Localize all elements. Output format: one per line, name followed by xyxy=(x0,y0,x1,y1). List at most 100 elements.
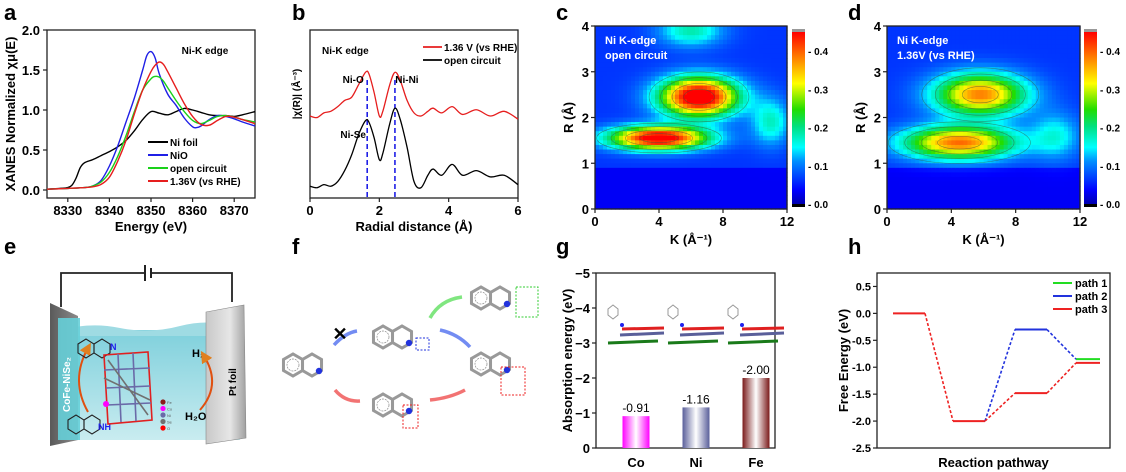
heatmap-cell xyxy=(887,186,892,192)
heatmap-cell xyxy=(723,126,728,132)
heatmap-cell xyxy=(611,94,616,100)
heatmap-cell xyxy=(647,85,652,91)
heatmap-cell xyxy=(699,76,704,82)
heatmap-cell xyxy=(1019,108,1025,114)
heatmap-cell xyxy=(899,67,904,73)
heatmap-cell xyxy=(667,48,672,55)
heatmap-cell xyxy=(727,122,732,128)
heatmap-cell xyxy=(1059,199,1065,206)
heatmap-cell xyxy=(899,122,904,128)
heatmap-cell xyxy=(955,195,960,201)
heatmap-cell xyxy=(763,144,768,151)
heatmap-cell xyxy=(1015,30,1021,36)
heatmap-cell xyxy=(651,85,656,91)
heatmap-cell xyxy=(1059,35,1065,41)
heatmap-cell xyxy=(639,131,644,137)
heatmap-cell xyxy=(1015,26,1021,32)
heatmap-cell xyxy=(1031,94,1037,100)
heatmap-cell xyxy=(895,140,900,146)
heatmap-cell xyxy=(735,44,740,50)
heatmap-cell xyxy=(955,71,960,77)
heatmap-cell xyxy=(783,90,788,96)
heatmap-cell xyxy=(727,48,732,55)
heatmap-cell xyxy=(1051,149,1057,155)
heatmap-cell xyxy=(775,30,780,36)
heatmap-cell xyxy=(615,44,620,50)
heatmap-cell xyxy=(671,122,676,128)
heatmap-cell xyxy=(1047,76,1053,82)
heatmap-cell xyxy=(951,154,956,160)
heatmap-cell xyxy=(771,35,776,41)
heatmap-cell xyxy=(719,103,724,109)
heatmap-cell xyxy=(999,154,1005,160)
heatmap-cell xyxy=(991,48,997,55)
heatmap-cell xyxy=(959,62,964,68)
heatmap-cell xyxy=(743,122,748,128)
heatmap-cell xyxy=(703,58,708,64)
heatmap-cell xyxy=(1039,103,1045,109)
heatmap-cell xyxy=(1047,44,1053,50)
heatmap-cell xyxy=(963,53,969,59)
element-legend-label: Se xyxy=(167,420,173,425)
heatmap-cell xyxy=(971,112,977,119)
heatmap-cell xyxy=(691,62,696,68)
heatmap-cell xyxy=(691,167,696,173)
heatmap-cell xyxy=(939,135,944,141)
heatmap-cell xyxy=(1059,195,1065,201)
heatmap-cell xyxy=(755,85,760,91)
heatmap-cell xyxy=(727,172,732,178)
heatmap-cell xyxy=(1007,99,1013,105)
heatmap-cell xyxy=(1067,144,1073,151)
heatmap-cell xyxy=(959,26,964,32)
heatmap-cell xyxy=(611,163,616,169)
heatmap-cell xyxy=(619,140,624,146)
heatmap-cell xyxy=(891,154,896,160)
heatmap-cell xyxy=(1011,35,1017,41)
heatmap-cell xyxy=(967,44,973,50)
heatmap-cell xyxy=(599,44,604,50)
heatmap-cell xyxy=(643,149,648,155)
heatmap-cell xyxy=(1047,172,1053,178)
heatmap-cell xyxy=(623,39,628,45)
heatmap-cell xyxy=(931,126,936,132)
heatmap-cell xyxy=(615,26,620,32)
heatmap-cell xyxy=(955,39,960,45)
heatmap-cell xyxy=(995,176,1001,183)
heatmap-cell xyxy=(1019,204,1025,210)
heatmap-cell xyxy=(691,126,696,132)
heatmap-cell xyxy=(635,181,640,187)
heatmap-cell xyxy=(1015,186,1021,192)
heatmap-cell xyxy=(695,186,700,192)
heatmap-cell xyxy=(751,144,756,151)
heatmap-cell xyxy=(603,158,608,164)
heatmap-cell xyxy=(963,144,969,151)
heatmap-cell xyxy=(991,186,997,192)
heatmap-cell xyxy=(1051,195,1057,201)
heatmap-cell xyxy=(755,108,760,114)
heatmap-cell xyxy=(667,58,672,64)
heatmap-cell xyxy=(607,90,612,96)
heatmap-cell xyxy=(1023,204,1029,210)
heatmap-cell xyxy=(919,90,924,96)
heatmap-cell xyxy=(1051,154,1057,160)
heatmap-cell xyxy=(947,30,952,36)
heatmap-cell xyxy=(903,76,908,82)
heatmap-cell xyxy=(1039,186,1045,192)
heatmap-cell xyxy=(911,26,916,32)
heatmap-cell xyxy=(987,176,993,183)
heatmap-cell xyxy=(635,67,640,73)
heatmap-cell xyxy=(643,167,648,173)
heatmap-cell xyxy=(779,44,784,50)
heatmap-cell xyxy=(703,149,708,155)
heatmap-cell xyxy=(771,195,776,201)
heatmap-cell xyxy=(595,62,600,68)
heatmap-cell xyxy=(959,71,964,77)
heatmap-cell xyxy=(775,140,780,146)
heatmap-cell xyxy=(643,48,648,55)
heatmap-cell xyxy=(779,53,784,59)
heatmap-cell xyxy=(599,199,604,206)
heatmap-cell xyxy=(1039,26,1045,32)
heatmap-cell xyxy=(943,190,948,196)
heatmap-cell xyxy=(627,80,632,87)
